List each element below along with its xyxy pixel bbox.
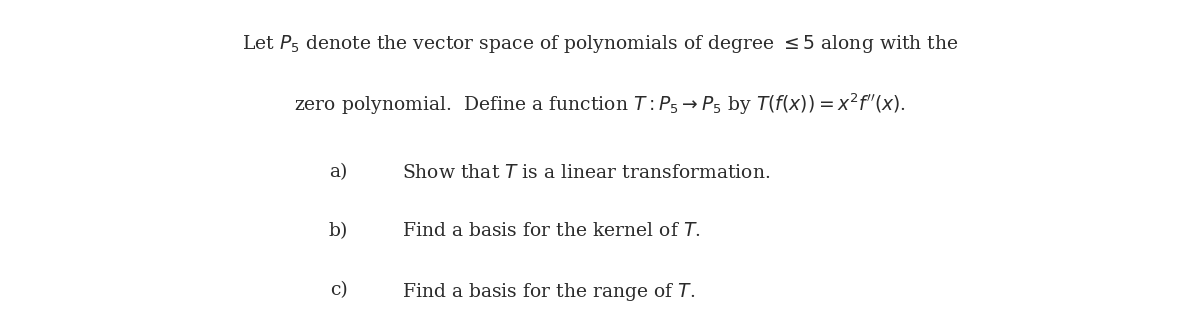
Text: zero polynomial.  Define a function $T : P_5 \to P_5$ by $T(f(x)) = x^2 f''(x)$.: zero polynomial. Define a function $T : …: [294, 92, 906, 117]
Text: Find a basis for the kernel of $T$.: Find a basis for the kernel of $T$.: [402, 222, 701, 240]
Text: c): c): [330, 281, 348, 299]
Text: Let $P_5$ denote the vector space of polynomials of degree $\leq 5$ along with t: Let $P_5$ denote the vector space of pol…: [242, 33, 958, 55]
Text: a): a): [330, 164, 348, 181]
Text: Show that $T$ is a linear transformation.: Show that $T$ is a linear transformation…: [402, 164, 770, 181]
Text: b): b): [329, 222, 348, 240]
Text: Find a basis for the range of $T$.: Find a basis for the range of $T$.: [402, 281, 696, 303]
